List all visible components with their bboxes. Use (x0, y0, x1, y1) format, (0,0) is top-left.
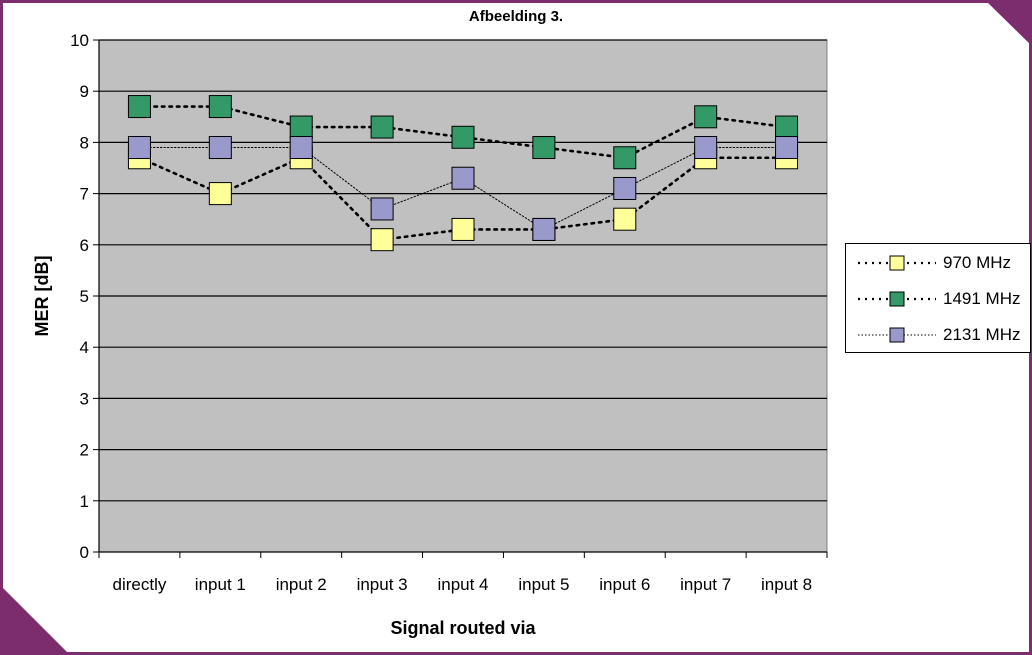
y-tick-label: 3 (80, 389, 89, 408)
x-tick-label: input 3 (357, 575, 408, 594)
y-tick-label: 2 (80, 441, 89, 460)
legend-item-970: 970 MHz (846, 248, 1032, 278)
data-point-0-6 (613, 207, 637, 231)
data-point-2-4 (451, 166, 475, 190)
data-point-2-7 (694, 136, 718, 160)
y-tick-label: 5 (80, 287, 89, 306)
data-point-0-1 (208, 182, 232, 206)
data-point-1-2 (289, 115, 313, 139)
y-axis-title: MER [dB] (32, 256, 52, 337)
data-point-1-8 (775, 115, 799, 139)
data-point-2-8 (775, 136, 799, 160)
legend-item-2131: 2131 MHz (846, 320, 1032, 350)
legend-label-2131: 2131 MHz (943, 325, 1021, 344)
legend-label-970: 970 MHz (943, 253, 1012, 272)
x-tick-label: directly (113, 575, 167, 594)
x-tick-label: input 4 (437, 575, 488, 594)
corner-triangle-bottom-left (0, 585, 70, 655)
y-tick-label: 8 (80, 133, 89, 152)
x-tick-label: input 2 (276, 575, 327, 594)
data-point-2-3 (370, 197, 394, 221)
data-point-2-5 (532, 217, 556, 241)
corner-triangle-top-right (985, 0, 1032, 46)
y-tick-label: 10 (70, 31, 89, 50)
y-tick-label: 7 (80, 185, 89, 204)
axes: 0 1 2 3 4 5 6 7 8 9 10 directly input 1 input 2 input … (70, 31, 828, 594)
data-point-1-1 (208, 95, 232, 119)
chart-legend: 970 MHz 1491 MHz 2131 MHz (845, 243, 1031, 353)
data-point-1-0 (127, 95, 151, 119)
legend-swatch-970 (858, 255, 936, 271)
series-line-0 (138, 156, 788, 242)
x-tick-label: input 8 (761, 575, 812, 594)
x-tick-label: input 5 (518, 575, 569, 594)
x-tick-label: input 6 (599, 575, 650, 594)
y-tick-label: 4 (80, 338, 89, 357)
y-tick-label: 0 (80, 543, 89, 562)
data-point-1-3 (370, 115, 394, 139)
x-tick-label: input 1 (195, 575, 246, 594)
y-tick-label: 9 (80, 82, 89, 101)
legend-label-1491: 1491 MHz (943, 289, 1021, 308)
data-point-2-1 (208, 136, 232, 160)
data-point-1-6 (613, 146, 637, 170)
x-tick-label: input 7 (680, 575, 731, 594)
series-line-1 (138, 105, 788, 160)
legend-item-1491: 1491 MHz (846, 284, 1032, 314)
data-point-0-4 (451, 217, 475, 241)
legend-swatch-2131 (858, 327, 936, 343)
gridlines (99, 39, 827, 502)
y-tick-label: 6 (80, 236, 89, 255)
figure-caption: Afbeelding 3. (468, 8, 564, 25)
data-point-1-7 (694, 105, 718, 129)
legend-swatch-1491 (858, 291, 936, 307)
data-point-2-0 (127, 136, 151, 160)
data-series (127, 95, 799, 252)
x-axis-title: Signal routed via (390, 618, 536, 638)
data-point-2-6 (613, 176, 637, 200)
data-point-1-5 (532, 136, 556, 160)
data-point-2-2 (289, 136, 313, 160)
data-point-0-3 (370, 228, 394, 252)
y-tick-label: 1 (80, 492, 89, 511)
data-point-1-4 (451, 125, 475, 149)
